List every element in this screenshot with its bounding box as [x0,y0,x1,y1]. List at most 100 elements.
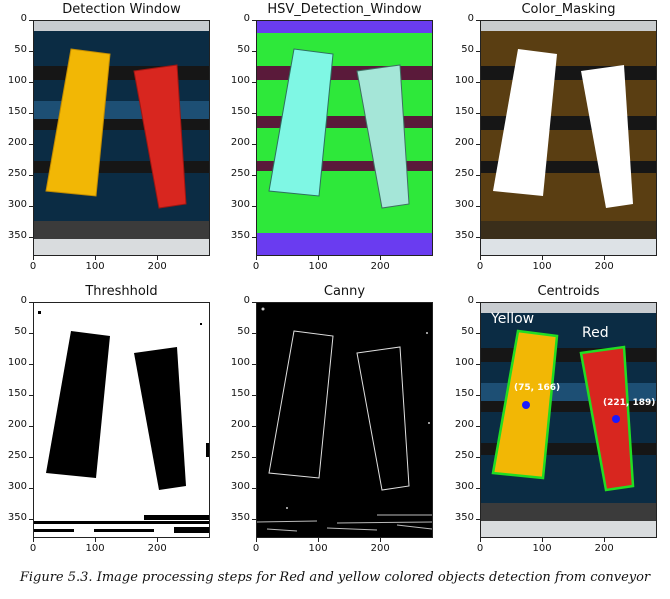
x-tick-mark [318,538,320,542]
y-tick-mark [476,488,480,490]
y-tick-label: 350 [230,512,250,524]
y-tick-mark [252,488,256,490]
y-tick-label: 200 [230,137,250,149]
y-tick-mark [476,113,480,115]
y-tick-label: 100 [230,75,250,87]
panel-title: Threshhold [85,284,158,299]
y-tick-mark [252,82,256,84]
y-tick-mark [252,206,256,208]
x-tick-mark [157,256,159,260]
y-tick-mark [476,302,480,303]
y-tick-label: 150 [230,388,250,400]
y-tick-label: 0 [243,295,250,306]
x-tick-mark [95,538,97,542]
x-tick-mark [380,256,382,260]
y-tick-label: 0 [243,13,250,24]
y-tick-label: 350 [7,230,27,242]
y-tick-label: 0 [467,13,474,24]
x-tick-label: 0 [29,543,37,554]
detection-window-image [33,20,210,256]
panel-title: HSV_Detection_Window [267,2,422,17]
x-tick-label: 100 [308,543,328,554]
x-tick-label: 0 [252,261,260,272]
x-tick-mark [256,538,257,542]
y-tick-label: 150 [7,388,27,400]
y-tick-label: 350 [230,230,250,242]
y-tick-label: 350 [7,512,27,524]
x-tick-mark [33,256,34,260]
y-tick-label: 250 [230,168,250,180]
y-tick-mark [476,395,480,397]
y-tick-label: 350 [454,230,474,242]
y-tick-mark [29,20,33,21]
y-tick-mark [476,426,480,428]
x-tick-mark [604,538,606,542]
y-tick-label: 200 [454,419,474,431]
y-tick-mark [476,333,480,335]
panel-title: Color_Masking [521,2,616,17]
x-tick-label: 200 [147,261,167,272]
y-tick-mark [29,488,33,490]
y-tick-label: 0 [467,295,474,306]
y-tick-label: 100 [454,357,474,369]
y-tick-mark [476,20,480,21]
red-centroid-coordinates: (221, 189) [603,398,656,408]
y-tick-mark [476,364,480,366]
x-tick-label: 100 [532,261,552,272]
x-tick-mark [380,538,382,542]
y-tick-label: 0 [20,295,27,306]
y-tick-label: 300 [454,481,474,493]
x-tick-mark [256,256,257,260]
y-tick-label: 250 [230,450,250,462]
panel-title: Detection Window [62,2,181,17]
x-tick-label: 200 [370,261,390,272]
y-tick-label: 50 [237,44,250,56]
x-tick-mark [542,538,544,542]
y-tick-mark [252,364,256,366]
y-tick-label: 200 [7,137,27,149]
y-tick-mark [29,364,33,366]
y-tick-label: 50 [237,326,250,338]
y-tick-mark [252,426,256,428]
y-tick-mark [476,175,480,177]
x-tick-label: 200 [147,543,167,554]
y-tick-label: 250 [454,168,474,180]
yellow-centroid-dot [522,401,530,409]
y-tick-label: 50 [14,44,27,56]
y-tick-mark [252,113,256,115]
y-tick-label: 0 [20,13,27,24]
y-tick-mark [252,20,256,21]
y-tick-mark [29,82,33,84]
y-tick-label: 150 [454,388,474,400]
figure-caption: Figure 5.3. Image processing steps for R… [19,570,651,585]
y-tick-label: 300 [454,199,474,211]
y-tick-label: 350 [454,512,474,524]
y-tick-mark [252,333,256,335]
y-tick-label: 100 [230,357,250,369]
x-tick-mark [157,538,159,542]
y-tick-mark [29,51,33,53]
red-label: Red [582,325,609,341]
color-masking-image [480,20,657,256]
x-tick-mark [480,538,481,542]
y-tick-label: 200 [7,419,27,431]
centroids-image: Yellow Red (75, 166) (221, 189) [480,302,657,538]
panel-title: Centroids [537,284,600,299]
x-tick-label: 200 [594,261,614,272]
y-tick-mark [476,51,480,53]
canny-image [256,302,433,538]
y-tick-mark [252,175,256,177]
y-tick-mark [252,302,256,303]
y-tick-label: 100 [454,75,474,87]
y-tick-mark [29,519,33,521]
x-tick-label: 0 [29,261,37,272]
y-tick-mark [252,519,256,521]
y-tick-label: 250 [7,168,27,180]
yellow-label: Yellow [491,311,535,327]
y-tick-mark [476,519,480,521]
y-tick-mark [29,175,33,177]
y-tick-label: 50 [14,326,27,338]
x-tick-mark [542,256,544,260]
x-tick-mark [604,256,606,260]
y-tick-mark [29,457,33,459]
